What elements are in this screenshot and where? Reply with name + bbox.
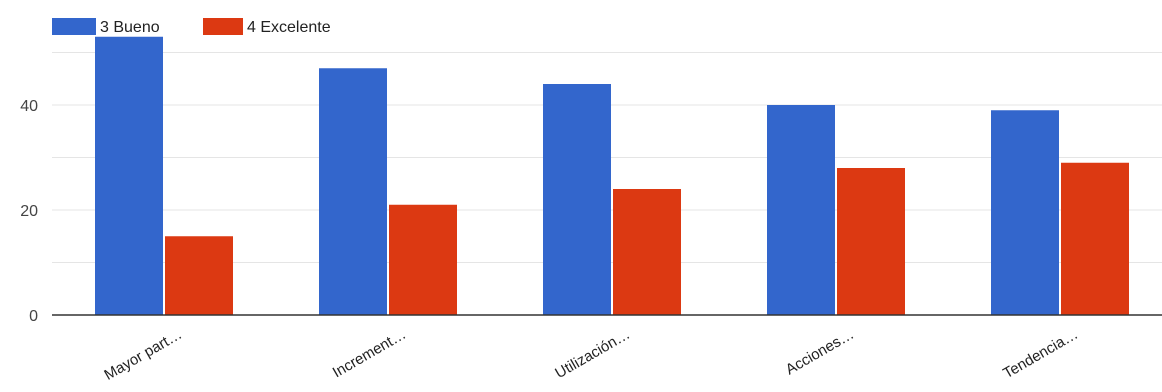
legend-label: 3 Bueno <box>100 19 160 36</box>
legend: 3 Bueno 4 Excelente <box>52 18 331 36</box>
y-tick-label: 40 <box>20 98 38 115</box>
x-tick-label: Acciones… <box>783 326 857 379</box>
legend-swatch <box>203 18 243 35</box>
y-tick-label: 20 <box>20 203 38 220</box>
x-tick-label: Mayor part… <box>101 326 185 384</box>
x-tick-label: Utilización… <box>552 326 633 382</box>
bar-series-1 <box>543 84 611 315</box>
legend-label: 4 Excelente <box>247 19 331 36</box>
bar-series-2 <box>165 236 233 315</box>
bar-series-1 <box>767 105 835 315</box>
x-tick-label: Increment… <box>330 326 409 382</box>
y-tick-label: 0 <box>29 308 38 325</box>
legend-swatch <box>52 18 96 35</box>
bar-series-2 <box>389 204 457 315</box>
bar-series-1 <box>991 110 1059 315</box>
x-tick-label: Tendencia… <box>1000 326 1081 382</box>
bar-series-1 <box>95 36 163 315</box>
legend-item: 4 Excelente <box>203 18 331 36</box>
bar-series-1 <box>319 68 387 315</box>
legend-item: 3 Bueno <box>52 18 160 36</box>
bar-series-2 <box>837 168 905 315</box>
bar-series-2 <box>613 189 681 315</box>
bars <box>95 36 1129 315</box>
bar-series-2 <box>1061 162 1129 315</box>
